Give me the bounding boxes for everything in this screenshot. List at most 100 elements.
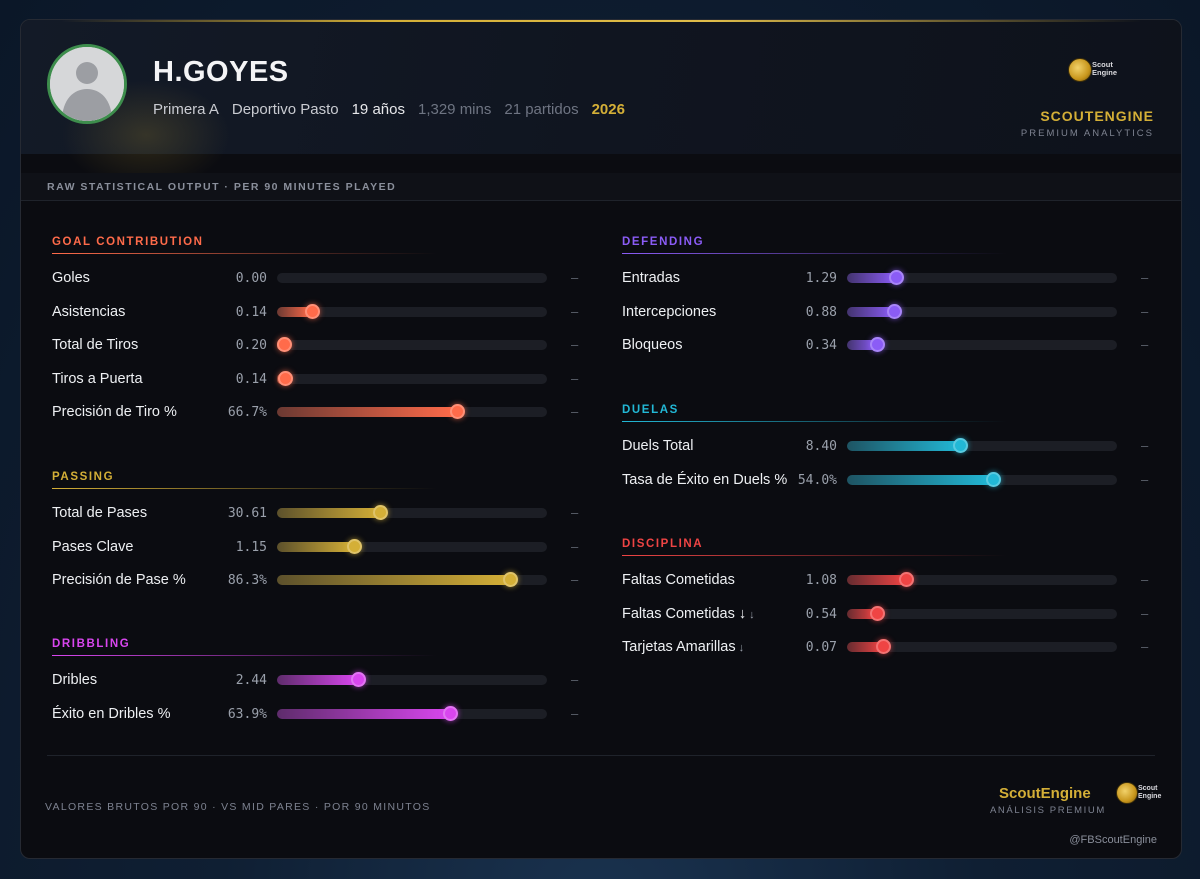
stat-bar-knob [443,705,458,721]
section-underline-goal [52,253,437,254]
stat-bar-fill [277,541,354,552]
stat-comparison-dash: – [1141,270,1149,285]
stat-value: 0.00 [235,271,267,286]
stat-comparison-dash: – [1141,605,1149,621]
down-arrow-icon: ↓ [746,608,755,621]
stat-bar-track [277,404,547,420]
player-avatar [47,44,127,124]
brand-logo-text: Scout Engine [1092,60,1118,77]
card-header [21,20,1181,154]
stat-comparison-dash: – [1141,639,1149,655]
stat-bar-knob [870,337,885,353]
footer-divider [47,755,1155,756]
stat-value: 8.40 [805,439,837,454]
stat-comparison-dash: – [571,705,579,721]
stat-comparison-dash: – [1141,337,1149,353]
stat-bar-track [847,337,1117,353]
stat-bar-fill [847,474,993,485]
stat-value: 54.0% [797,472,837,488]
stat-label: Asistencias [52,303,126,320]
stat-label: Precisión de Pase % [52,572,186,589]
down-arrow-icon: ↓ [735,642,745,655]
season-year: 2026 [591,101,625,118]
stat-bar-fill [277,306,312,317]
stat-value: 0.14 [235,304,267,320]
footer-brand-sub: ANÁLISIS PREMIUM [990,805,1106,816]
stat-value: 1.15 [235,539,267,555]
player-name: H.GOYES [153,56,289,88]
stat-value: 0.14 [235,371,267,387]
stat-label: Precisión de Tiro % [52,404,177,421]
section-title-passing: PASSING [52,471,115,483]
stat-value: 0.54 [805,606,837,622]
stat-bar-track [277,370,547,386]
stat-bar-track [277,303,547,319]
stat-bar-track [277,273,547,283]
stat-label: Intercepciones [622,303,717,320]
stat-bar-track [847,605,1117,621]
stat-bar-knob [450,404,465,420]
stat-bar-fill [277,575,510,586]
stat-bar-knob [899,572,914,587]
stat-bar-track [847,438,1117,453]
stat-bar-fill [847,642,883,653]
stat-value: 0.88 [805,304,837,320]
stat-bar-knob [351,672,366,687]
stat-comparison-dash: – [571,672,579,687]
stat-value: 0.20 [235,338,267,354]
stat-label: Tasa de Éxito en Duels % [622,471,788,488]
stat-comparison-dash: – [571,337,579,353]
stat-bar-knob [986,471,1001,487]
subtitle-bar [21,173,1181,201]
stat-value: 0.07 [805,640,837,656]
stat-bar-fill [847,441,960,451]
stat-bar-fill [847,340,877,351]
stat-bar-track [277,705,547,721]
stat-value: 0.34 [805,338,837,354]
stat-comparison-dash: – [1141,572,1149,587]
stat-bar-knob [870,605,885,621]
stat-comparison-dash: – [571,370,579,386]
footer-handle: @FBScoutEngine [1069,834,1157,846]
stat-bar-track [847,270,1117,285]
footer-logo-icon [1116,782,1138,804]
stat-value: 2.44 [235,673,267,688]
stat-value: 1.29 [805,271,837,286]
scoutengine-logo-icon [1068,58,1092,82]
stat-label: Tiros a Puerta [52,370,143,387]
player-minutes: 1,329 mins [417,101,492,118]
section-underline-defending [622,253,1007,254]
player-age: 19 años [351,101,405,118]
stat-label: Faltas Cometidas ↓ ↓ [622,605,755,622]
stat-bar-fill [847,608,877,619]
stat-label: Duels Total [622,438,694,454]
stat-bar-knob [887,303,902,319]
player-stat-card: H.GOYES Primera A Deportivo Pasto 19 año… [20,19,1182,859]
stat-bar-knob [347,538,362,554]
section-title-dribbling: DRIBBLING [52,638,131,650]
stat-label: Tarjetas Amarillas ↓ [622,639,745,656]
stat-bar-knob [305,303,320,319]
stat-bar-knob [876,639,891,655]
section-title-discipline: DISCIPLINA [622,538,704,550]
footer-note: VALORES BRUTOS POR 90 · VS MID PARES · P… [45,801,431,813]
stat-comparison-dash: – [571,572,579,588]
stat-comparison-dash: – [1141,471,1149,487]
stat-label: Total de Tiros [52,337,139,354]
stat-comparison-dash: – [571,505,579,520]
player-matches: 21 partidos [504,101,579,118]
stat-bar-track [277,572,547,588]
stat-bar-track [277,505,547,520]
stat-bar-track [277,538,547,554]
stat-bar-track [847,471,1117,487]
section-title-goal: GOAL CONTRIBUTION [52,236,204,248]
stat-bar-fill [277,407,457,418]
stats-subtitle: RAW STATISTICAL OUTPUT · PER 90 MINUTES … [47,181,397,193]
player-league: Primera A [153,101,219,118]
stat-bar-knob [953,438,968,453]
stat-bar-fill [277,708,450,719]
stat-bar-fill [847,575,906,585]
stat-comparison-dash: – [571,538,579,554]
stat-value: 1.08 [805,573,837,588]
stat-label: Faltas Cometidas [622,572,735,588]
